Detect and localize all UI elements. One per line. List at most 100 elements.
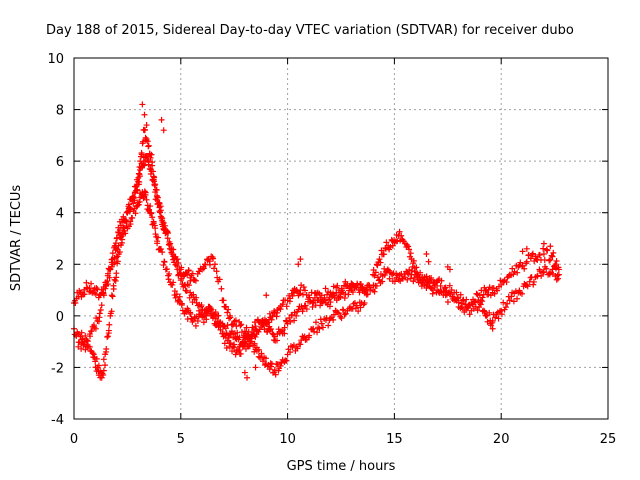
data-point-fill bbox=[372, 269, 379, 276]
data-point-fill bbox=[104, 333, 111, 340]
data-point-fill bbox=[249, 324, 256, 331]
data-point-fill bbox=[386, 275, 393, 282]
data-point-fill bbox=[262, 321, 269, 328]
data-point-fill bbox=[327, 299, 334, 306]
data-point bbox=[293, 312, 300, 319]
data-point-fill bbox=[260, 358, 267, 365]
data-point-fill bbox=[125, 205, 132, 212]
data-point bbox=[540, 250, 547, 257]
data-point-fill bbox=[500, 299, 507, 306]
data-point-fill bbox=[302, 287, 309, 294]
data-point-fill bbox=[536, 268, 543, 275]
data-point-fill bbox=[267, 326, 274, 333]
data-point-fill bbox=[100, 372, 107, 379]
data-point-fill bbox=[341, 311, 348, 318]
data-point-fill bbox=[462, 301, 469, 308]
data-point bbox=[389, 271, 396, 278]
data-point-fill bbox=[314, 329, 321, 336]
data-point-fill bbox=[398, 232, 405, 239]
data-point-fill bbox=[152, 231, 159, 238]
data-point-fill bbox=[78, 345, 85, 352]
data-point-fill bbox=[438, 277, 445, 284]
data-point-fill bbox=[161, 227, 168, 234]
data-point-fill bbox=[97, 307, 104, 314]
data-point-fill bbox=[121, 224, 128, 231]
data-point-fill bbox=[295, 306, 302, 313]
data-point-fill bbox=[258, 323, 265, 330]
data-point-fill bbox=[229, 348, 236, 355]
data-point-fill bbox=[303, 306, 310, 313]
data-point-fill bbox=[187, 277, 194, 284]
data-point-fill bbox=[108, 292, 115, 299]
data-point-fill bbox=[317, 302, 324, 309]
data-point-fill bbox=[159, 219, 166, 226]
data-point-fill bbox=[93, 285, 100, 292]
data-point-fill bbox=[444, 298, 451, 305]
data-point bbox=[152, 225, 159, 232]
data-point-fill bbox=[231, 344, 238, 351]
data-point-fill bbox=[148, 210, 155, 217]
data-point-fill bbox=[135, 170, 142, 177]
data-point-fill bbox=[154, 240, 161, 247]
data-point-fill bbox=[396, 228, 403, 235]
data-point-fill bbox=[287, 318, 294, 325]
data-point-fill bbox=[374, 262, 381, 269]
data-point-fill bbox=[132, 210, 139, 217]
data-point-fill bbox=[130, 200, 137, 207]
data-point-fill bbox=[183, 288, 190, 295]
data-point-fill bbox=[96, 310, 103, 317]
data-point-fill bbox=[237, 322, 244, 329]
data-point-fill bbox=[281, 324, 288, 331]
data-point-fill bbox=[102, 285, 109, 292]
data-point-fill bbox=[510, 298, 517, 305]
data-point-fill bbox=[326, 303, 333, 310]
y-tick-label: 4 bbox=[56, 207, 64, 222]
data-point bbox=[233, 323, 240, 330]
x-tick-label: 15 bbox=[386, 432, 403, 447]
data-point-fill bbox=[114, 258, 121, 265]
data-point bbox=[145, 142, 152, 149]
data-point-fill bbox=[367, 287, 374, 294]
x-tick-label: 5 bbox=[177, 432, 185, 447]
data-point-fill bbox=[524, 283, 531, 290]
data-point-fill bbox=[119, 230, 126, 237]
data-point-fill bbox=[349, 281, 356, 288]
data-point-fill bbox=[144, 138, 151, 145]
data-point bbox=[361, 299, 368, 306]
data-point-fill bbox=[147, 203, 154, 210]
data-point-fill bbox=[215, 312, 222, 319]
data-point-fill bbox=[297, 341, 304, 348]
data-point-fill bbox=[394, 238, 401, 245]
data-point-fill bbox=[109, 250, 116, 257]
data-point-fill bbox=[345, 291, 352, 298]
data-point-fill bbox=[377, 259, 384, 266]
data-point-fill bbox=[307, 298, 314, 305]
data-point-fill bbox=[114, 246, 121, 253]
data-point-fill bbox=[384, 266, 391, 273]
data-point bbox=[154, 194, 161, 201]
data-point-fill bbox=[192, 322, 199, 329]
data-point-fill bbox=[125, 208, 132, 215]
data-point-fill bbox=[100, 356, 107, 363]
data-point bbox=[425, 258, 432, 265]
data-point-fill bbox=[555, 275, 562, 282]
data-point-fill bbox=[161, 259, 168, 266]
data-point-fill bbox=[100, 367, 107, 374]
data-point-fill bbox=[474, 307, 481, 314]
data-point-fill bbox=[479, 298, 486, 305]
data-point-fill bbox=[406, 266, 413, 273]
data-point-fill bbox=[417, 269, 424, 276]
data-point-fill bbox=[80, 341, 87, 348]
data-point bbox=[442, 284, 449, 291]
data-point-fill bbox=[546, 257, 553, 264]
data-point-fill bbox=[105, 327, 112, 334]
data-point-fill bbox=[232, 317, 239, 324]
data-point-fill bbox=[136, 171, 143, 178]
data-point-fill bbox=[511, 268, 518, 275]
data-point-fill bbox=[508, 293, 515, 300]
data-point-fill bbox=[253, 327, 260, 334]
data-point-fill bbox=[174, 266, 181, 273]
x-tick-label: 0 bbox=[70, 432, 78, 447]
data-point-fill bbox=[92, 325, 99, 332]
